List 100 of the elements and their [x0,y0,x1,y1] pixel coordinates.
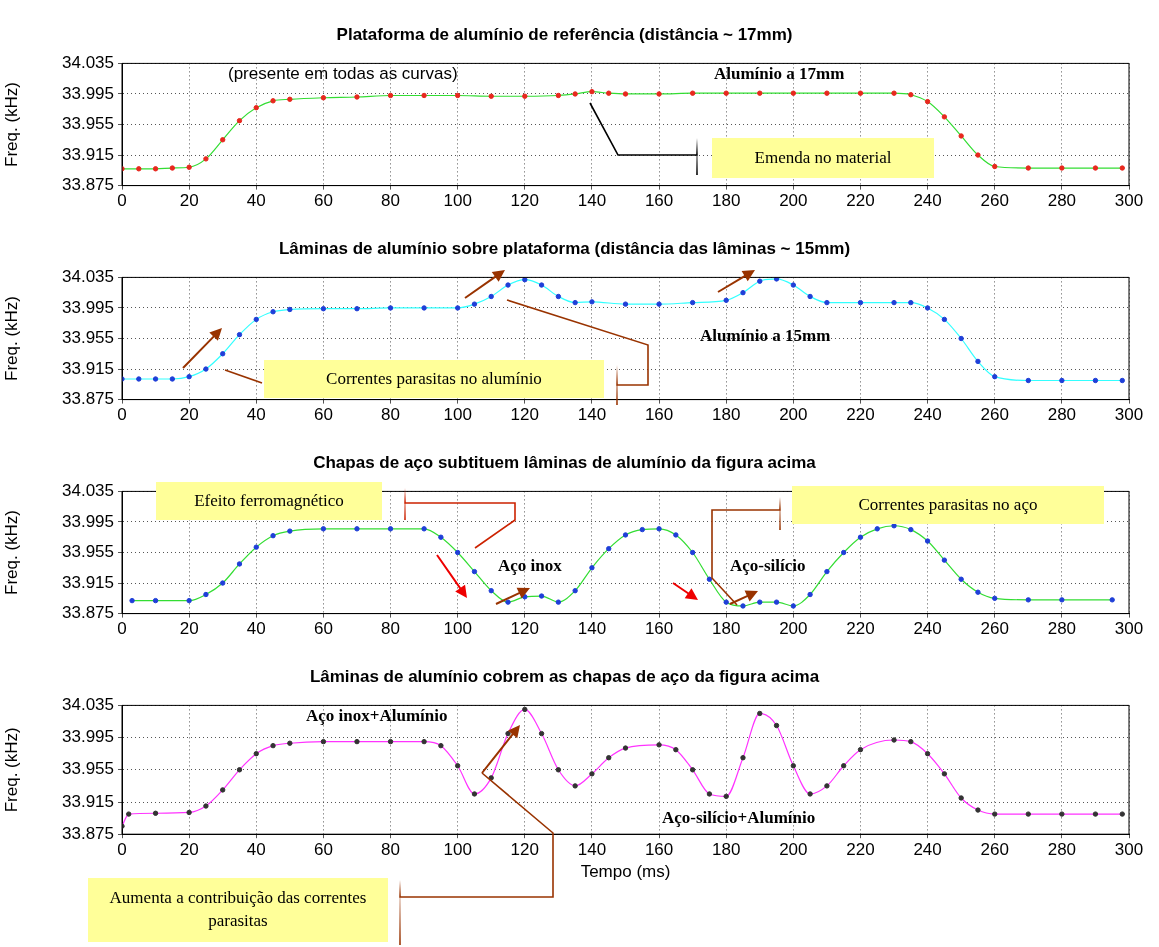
x-tick-label: 240 [913,405,942,425]
y-tick-label: 33.995 [62,511,114,531]
annotation: Aço-silício+Alumínio [662,808,816,828]
x-tick-label: 40 [246,619,266,639]
callout-box: Correntes parasitas no aço [792,486,1104,524]
y-tick-label: 33.875 [62,389,114,409]
y-tick-label: 33.915 [62,144,114,164]
x-tick-label: 220 [846,405,875,425]
x-tick-label: 240 [913,619,942,639]
x-tick-label: 200 [779,840,808,860]
y-tick-label: 33.995 [62,727,114,747]
x-tick-label: 240 [913,191,942,211]
y-tick-label: 33.875 [62,603,114,623]
y-tick-label: 33.955 [62,542,114,562]
x-tick-label: 0 [117,191,127,211]
x-tick-label: 180 [712,405,741,425]
x-tick-label: 120 [510,191,539,211]
annotation: Emenda no material [754,146,892,169]
y-tick-label: 34.035 [62,53,114,73]
x-tick-label: 280 [1047,619,1077,639]
x-tick-label: 260 [980,191,1009,211]
x-tick-label: 180 [712,619,741,639]
x-tick-label: 240 [913,840,942,860]
callout-box: Efeito ferromagnético [156,482,382,520]
y-tick-label: 33.955 [62,114,114,134]
x-tick-label: 0 [117,619,127,639]
annotation: Aço-silício [730,556,806,576]
annotation: Alumínio a 17mm [714,64,845,84]
annotation: Efeito ferromagnético [194,489,344,512]
x-tick-label: 300 [1114,405,1144,425]
x-tick-label: 160 [644,191,674,211]
callout-box: Aumenta a contribuição das correntes parasitas [88,878,388,942]
annotation: Correntes parasitas no aço [858,493,1038,516]
x-tick-label: 140 [577,405,607,425]
chart-title: Lâminas de alumínio sobre plataforma (distância das lâminas ~ 15mm) [278,238,851,258]
x-tick-label: 0 [117,405,127,425]
chart-title: Lâminas de alumínio cobrem as chapas de aço da figura acima [309,666,820,686]
x-tick-label: 100 [443,840,472,860]
x-tick-label: 280 [1047,840,1077,860]
x-tick-label: 140 [577,840,607,860]
annotation: Aço inox+Alumínio [306,706,448,726]
x-axis-title: Tempo (ms) [580,862,671,882]
x-tick-label: 100 [443,191,472,211]
x-tick-label: 300 [1114,619,1144,639]
annotation: (presente em todas as curvas) [228,64,458,84]
x-tick-label: 200 [779,619,808,639]
y-tick-label: 33.995 [62,83,114,103]
x-tick-label: 160 [644,405,674,425]
x-tick-label: 40 [246,840,266,860]
annotation: Correntes parasitas no alumínio [326,367,542,390]
x-tick-label: 20 [179,191,199,211]
x-tick-label: 280 [1047,191,1077,211]
x-tick-label: 80 [381,840,400,860]
y-tick-label: 33.875 [62,823,114,843]
callout-box: Emenda no material [712,138,934,178]
x-tick-label: 20 [179,405,199,425]
y-tick-label: 33.995 [62,297,114,317]
x-tick-label: 300 [1114,191,1144,211]
y-tick-label: 33.915 [62,791,114,811]
y-tick-label: 33.875 [62,175,114,195]
x-tick-label: 220 [846,191,875,211]
x-tick-label: 180 [712,191,741,211]
x-tick-label: 200 [779,405,808,425]
x-tick-label: 100 [443,405,472,425]
y-tick-label: 33.955 [62,328,114,348]
x-tick-label: 160 [644,619,674,639]
x-tick-label: 280 [1047,405,1077,425]
x-tick-label: 260 [980,840,1009,860]
x-tick-label: 300 [1114,840,1144,860]
x-tick-label: 60 [313,191,333,211]
x-tick-label: 260 [980,619,1009,639]
chart-title: Chapas de aço subtituem lâminas de alumínio da figura acima [313,452,817,472]
x-tick-label: 80 [381,619,400,639]
x-tick-label: 260 [980,405,1009,425]
y-tick-label: 34.035 [62,695,114,715]
x-tick-label: 220 [846,619,875,639]
annotation: Alumínio a 15mm [700,326,831,346]
x-tick-label: 80 [381,405,400,425]
y-axis-title: Freq. (kHz) [1,82,21,167]
y-axis-title: Freq. (kHz) [1,727,21,813]
x-tick-label: 20 [179,840,199,860]
x-tick-label: 200 [779,191,808,211]
x-tick-label: 140 [577,619,607,639]
y-tick-label: 34.035 [62,267,114,287]
x-tick-label: 60 [313,840,333,860]
y-axis-title: Freq. (kHz) [1,296,21,381]
x-tick-label: 140 [577,191,607,211]
x-tick-label: 100 [443,619,472,639]
callout-box: Correntes parasitas no alumínio [264,360,604,398]
chart-title: Plataforma de alumínio de referência (distância ~ 17mm) [336,24,793,44]
y-tick-label: 33.915 [62,572,114,592]
y-axis-title: Freq. (kHz) [1,510,21,595]
y-tick-label: 33.955 [62,759,114,779]
x-tick-label: 0 [117,840,127,860]
y-tick-label: 34.035 [62,481,114,501]
x-tick-label: 120 [510,619,539,639]
x-tick-label: 120 [510,405,539,425]
x-tick-label: 180 [712,840,741,860]
x-tick-label: 80 [381,191,400,211]
x-tick-label: 220 [846,840,875,860]
